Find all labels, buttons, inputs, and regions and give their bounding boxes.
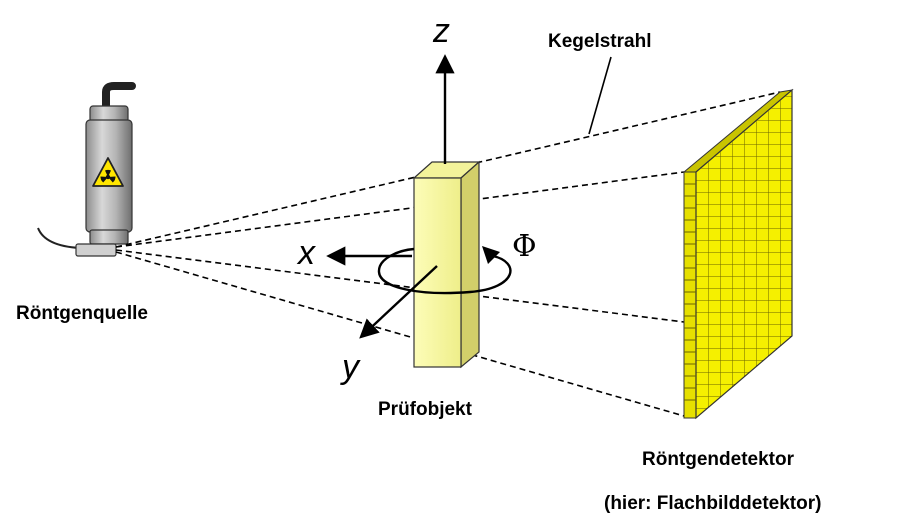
y-axis-label: y	[342, 348, 359, 386]
detector-edge	[683, 171, 697, 419]
rotation-arrowhead	[482, 246, 500, 264]
beam-label-pointer	[588, 56, 612, 135]
detector-face	[695, 88, 793, 420]
flat-panel-detector	[682, 88, 794, 420]
source-window	[75, 243, 117, 257]
test-object	[412, 160, 481, 369]
y-axis	[359, 265, 438, 339]
ray-middle	[115, 249, 685, 323]
radiation-icon	[92, 157, 124, 187]
xray-source	[37, 82, 136, 257]
source-cable	[102, 82, 136, 112]
beam-label: Kegelstrahl	[548, 31, 652, 52]
rotation-ellipse	[377, 247, 512, 295]
source-label: Röntgenquelle	[16, 303, 148, 324]
detector-note-label: (hier: Flachbilddetektor)	[604, 493, 822, 514]
object-label: Prüfobjekt	[378, 399, 472, 420]
detector-label: Röntgendetektor	[642, 449, 794, 470]
ray-bottom	[115, 251, 685, 417]
rotation-angle-label: Φ	[512, 229, 537, 264]
source-bottom-ring	[89, 229, 129, 245]
z-axis-label: z	[433, 12, 450, 50]
detector-edge-cells	[684, 183, 696, 401]
ray-upper	[115, 171, 685, 248]
source-power-cable	[37, 227, 81, 249]
coordinate-axes	[326, 54, 455, 339]
x-axis-label: x	[298, 234, 315, 272]
object-side	[460, 160, 480, 369]
object-front	[413, 177, 462, 368]
